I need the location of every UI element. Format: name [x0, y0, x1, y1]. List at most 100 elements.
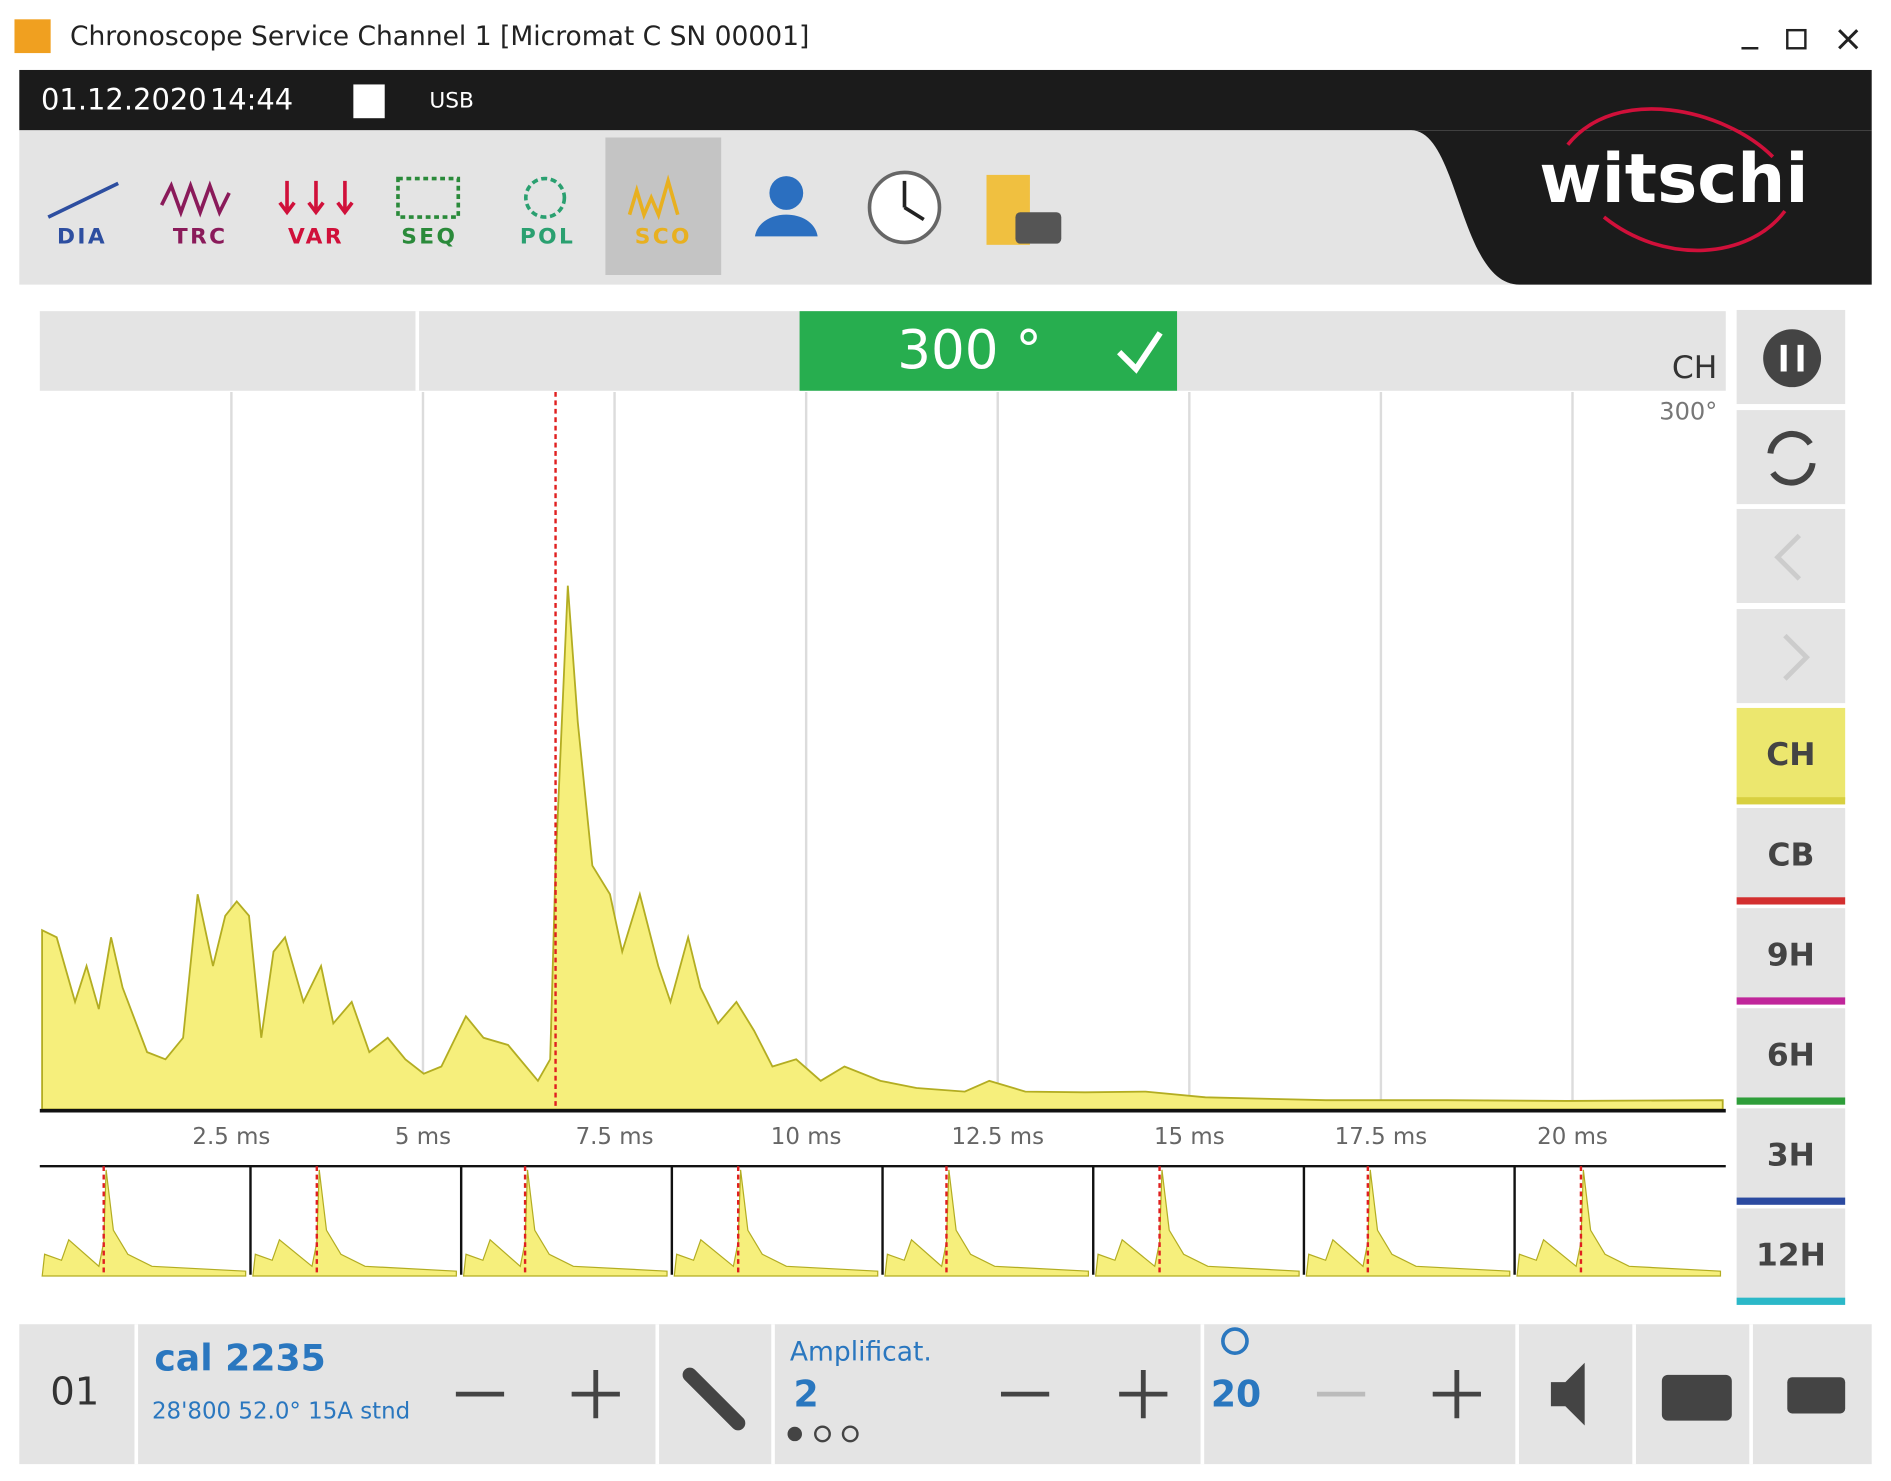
channel-stripe [1736, 1097, 1846, 1105]
sco-icon [627, 174, 680, 221]
clock-hands [902, 180, 925, 222]
trc-icon [159, 180, 231, 218]
tab-label[interactable]: POL [520, 225, 575, 250]
channel-stripe [1736, 1197, 1846, 1205]
overview-strips [39, 1165, 1726, 1277]
strip-wave [252, 1169, 457, 1277]
amplification-stepper[interactable] [1000, 1370, 1168, 1419]
window-title: Chronoscope Service Channel 1 [Micromat … [70, 21, 809, 52]
active-tab [605, 137, 722, 275]
page-dot [814, 1425, 831, 1443]
channel-stripe [1736, 997, 1846, 1005]
channel-button-label: CB [1767, 837, 1814, 873]
channel-button-label: 6H [1767, 1037, 1815, 1073]
logo-swoosh [1566, 107, 1787, 253]
dia-icon [47, 181, 119, 219]
page-dot [787, 1426, 802, 1442]
channel-button-label: 9H [1767, 937, 1815, 973]
x-tick-label: 15 ms [1154, 1124, 1225, 1150]
channel-sublabel: 300° [1659, 397, 1717, 425]
zoom-value: 20 [1211, 1373, 1261, 1416]
seq-icon [396, 176, 461, 219]
amplification-label: Amplificat. [790, 1337, 932, 1368]
lift-angle-box [799, 311, 1178, 391]
channel-button[interactable] [1736, 1008, 1846, 1100]
tab-label[interactable]: DIA [57, 225, 107, 250]
pause-icon [1763, 329, 1822, 388]
strip-wave [41, 1169, 247, 1277]
tab-label[interactable]: VAR [288, 225, 344, 250]
channel-button[interactable] [1736, 1208, 1846, 1301]
x-tick-label: 10 ms [771, 1124, 842, 1150]
pause-bars [1780, 344, 1804, 372]
title-bar [0, 0, 1891, 70]
channel-number: 01 [50, 1370, 99, 1415]
channel-stripe [1736, 897, 1846, 905]
device-icon [353, 84, 385, 119]
zoom-icon [1221, 1327, 1249, 1355]
connection: USB [429, 88, 474, 113]
pol-icon [524, 176, 567, 219]
channel-button-label: 3H [1767, 1138, 1815, 1174]
strip-wave [673, 1169, 879, 1277]
caliber-stepper[interactable] [455, 1370, 620, 1419]
footer-dividers [134, 1324, 1753, 1465]
camera-button[interactable] [1661, 1374, 1732, 1421]
channel-button[interactable] [1736, 707, 1846, 800]
channel-stripe [1736, 1297, 1846, 1305]
channel-label: CH [1672, 350, 1717, 386]
user-icon[interactable] [769, 176, 804, 210]
waveform-area [41, 585, 1724, 1111]
x-tick-label: 7.5 ms [576, 1124, 654, 1150]
zoom-plus[interactable] [1432, 1370, 1481, 1419]
channel-button-label: CH [1766, 737, 1815, 773]
refresh-button[interactable] [1736, 410, 1846, 505]
strip-wave [1094, 1169, 1300, 1277]
close-button[interactable] [1838, 29, 1859, 50]
channel-button[interactable] [1736, 808, 1846, 900]
caliber: cal 2235 [154, 1336, 325, 1379]
plot [41, 391, 1724, 1111]
x-tick-label: 17.5 ms [1335, 1124, 1428, 1150]
logo: witschi [1539, 139, 1808, 218]
date: 01.12.2020 [41, 82, 207, 116]
strip-wave [1305, 1169, 1511, 1277]
camera-badge [1015, 212, 1062, 244]
user-icon-body [754, 214, 818, 237]
channel-button-label: 12H [1756, 1238, 1826, 1274]
x-tick-label: 12.5 ms [951, 1124, 1044, 1150]
channel-button[interactable] [1736, 908, 1846, 1000]
x-tick-label: 2.5 ms [192, 1124, 270, 1150]
sound-button[interactable] [1550, 1362, 1585, 1426]
channel-stripe [1736, 797, 1846, 805]
strip-wave [884, 1169, 1090, 1277]
page-dot [841, 1425, 859, 1443]
channel-button[interactable] [1736, 1108, 1846, 1200]
amplification-value: 2 [794, 1373, 819, 1416]
x-tick-label: 5 ms [395, 1124, 451, 1150]
time: 14:44 [210, 82, 293, 116]
settings-button[interactable] [682, 1367, 746, 1431]
app-icon [14, 19, 51, 54]
next-button[interactable] [1736, 609, 1846, 704]
tab-label[interactable]: SCO [635, 225, 692, 250]
next-icon [1783, 633, 1810, 681]
var-icon [278, 180, 354, 216]
print-button[interactable] [1787, 1377, 1846, 1414]
refresh-icon [1767, 430, 1816, 486]
prev-button[interactable] [1736, 508, 1846, 604]
ok-check [1117, 331, 1163, 374]
strip-wave [1516, 1169, 1722, 1277]
x-tick-label: 20 ms [1537, 1124, 1608, 1150]
maximize-button[interactable] [1786, 28, 1807, 50]
tab-label[interactable]: TRC [173, 225, 228, 250]
strip-wave [462, 1169, 668, 1277]
side-panel: CH CB 9H 6H 3H 12H [1736, 309, 1846, 1305]
lift-angle: 300 ° [897, 319, 1042, 381]
prev-icon [1774, 533, 1802, 581]
logo-panel [1411, 130, 1872, 285]
tab-label[interactable]: SEQ [401, 225, 457, 250]
